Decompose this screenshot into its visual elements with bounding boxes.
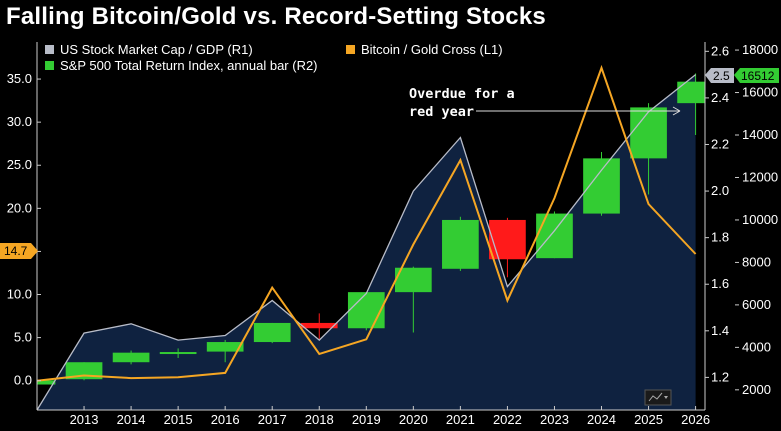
legend-swatch-btcgold <box>346 45 355 54</box>
mktcap-area-fill <box>37 74 696 410</box>
chart-title: Falling Bitcoin/Gold vs. Record-Setting … <box>6 3 546 30</box>
annotation: Overdue for a red year <box>409 86 681 120</box>
right2-tick-label: 16000 <box>742 85 778 100</box>
sp500-candle-2026 <box>677 81 705 104</box>
right1-tick-label: 2.6 <box>711 43 729 58</box>
left-tick-label: 30.0 <box>7 114 32 129</box>
sp500-candle-2013 <box>65 362 103 380</box>
x-tick-label: 2020 <box>399 412 428 427</box>
value-tag-left-shape <box>0 243 38 259</box>
annotation-arrowhead <box>672 106 681 116</box>
mktcap-line <box>36 74 697 411</box>
x-tick-label: 2021 <box>446 412 475 427</box>
right2-tick-label: 8000 <box>742 254 771 269</box>
sp500-candle-2017 <box>253 322 291 343</box>
left-tick-label: 10.0 <box>7 287 32 302</box>
sp500-candle-2019 <box>347 292 385 329</box>
right1-tick-label: 1.2 <box>711 369 729 384</box>
sp500-candle-2023 <box>536 213 573 259</box>
x-tick-label: 2015 <box>164 412 193 427</box>
x-tick-label: 2019 <box>352 412 381 427</box>
right1-tick-label: 1.6 <box>711 276 729 291</box>
legend-label-btcgold: Bitcoin / Gold Cross (L1) <box>361 42 503 57</box>
sp500-candle-2015 <box>159 352 197 355</box>
sp500-candle-2018 <box>300 322 338 329</box>
right2-tick-label: 14000 <box>742 127 778 142</box>
value-tag-right-sp500-shape <box>734 68 779 83</box>
right2-tick-label: 10000 <box>742 212 778 227</box>
annotation-line-2: red year <box>409 104 474 120</box>
value-tag-left-text: 14.7 <box>4 244 28 258</box>
legend-label-sp500: S&P 500 Total Return Index, annual bar (… <box>60 58 318 73</box>
right1-tick-label: 2.4 <box>711 90 729 105</box>
value-tag-right-sp500: 16512 <box>734 68 779 83</box>
x-tick-label: 2022 <box>493 412 522 427</box>
x-tick-label: 2026 <box>681 412 710 427</box>
sp500-candle-2020 <box>394 267 432 293</box>
value-tag-left: 14.7 <box>0 243 38 259</box>
chart-line-icon <box>648 392 663 402</box>
left-tick-label: 0.0 <box>14 373 32 388</box>
legend-swatch-sp500 <box>45 61 54 70</box>
right2-tick-label: 6000 <box>742 297 771 312</box>
value-tag-right-mktcap-shape <box>705 68 734 83</box>
sp500-candle-2016 <box>206 342 244 352</box>
legend-label-mktcap: US Stock Market Cap / GDP (R1) <box>60 42 253 57</box>
x-tick-label: 2014 <box>117 412 146 427</box>
annotation-line-1: Overdue for a <box>409 86 515 102</box>
right2-tick-label: 18000 <box>742 42 778 57</box>
right1-tick-label: 2.2 <box>711 136 729 151</box>
mktcap-area-layer <box>37 74 696 410</box>
left-tick-label: 20.0 <box>7 200 32 215</box>
sp500-candle-2021 <box>442 219 479 269</box>
sp500-candle-2022 <box>489 219 526 260</box>
legend: US Stock Market Cap / GDP (R1) Bitcoin /… <box>45 42 503 73</box>
x-tick-label: 2013 <box>70 412 99 427</box>
x-tick-label: 2018 <box>305 412 334 427</box>
chart-style-button[interactable] <box>644 389 672 406</box>
x-tick-label: 2025 <box>634 412 663 427</box>
x-tick-label: 2017 <box>258 412 287 427</box>
legend-swatch-mktcap <box>45 45 54 54</box>
right2-tick-label: 4000 <box>742 339 771 354</box>
value-tag-right-mktcap-text: 2.5 <box>713 69 730 83</box>
right2-tick-label: 12000 <box>742 169 778 184</box>
x-tick-label: 2023 <box>540 412 569 427</box>
right1-tick-label: 2.0 <box>711 183 729 198</box>
x-tick-label: 2016 <box>211 412 240 427</box>
sp500-candle-2012 <box>37 380 56 385</box>
x-tick-label: 2024 <box>587 412 616 427</box>
sp500-candles-layer <box>36 73 705 387</box>
left-tick-label: 35.0 <box>7 71 32 86</box>
sp500-candle-2025 <box>630 107 667 159</box>
left-tick-label: 25.0 <box>7 157 32 172</box>
value-tag-right-mktcap: 2.5 <box>705 68 734 83</box>
chevron-down-icon <box>664 396 668 399</box>
right2-tick-label: 2000 <box>742 382 771 397</box>
left-tick-label: 5.0 <box>14 330 32 345</box>
value-tag-right-sp500-text: 16512 <box>741 69 775 83</box>
sp500-candle-2014 <box>112 352 150 363</box>
right1-tick-label: 1.4 <box>711 323 729 338</box>
right1-tick-label: 1.8 <box>711 230 729 245</box>
